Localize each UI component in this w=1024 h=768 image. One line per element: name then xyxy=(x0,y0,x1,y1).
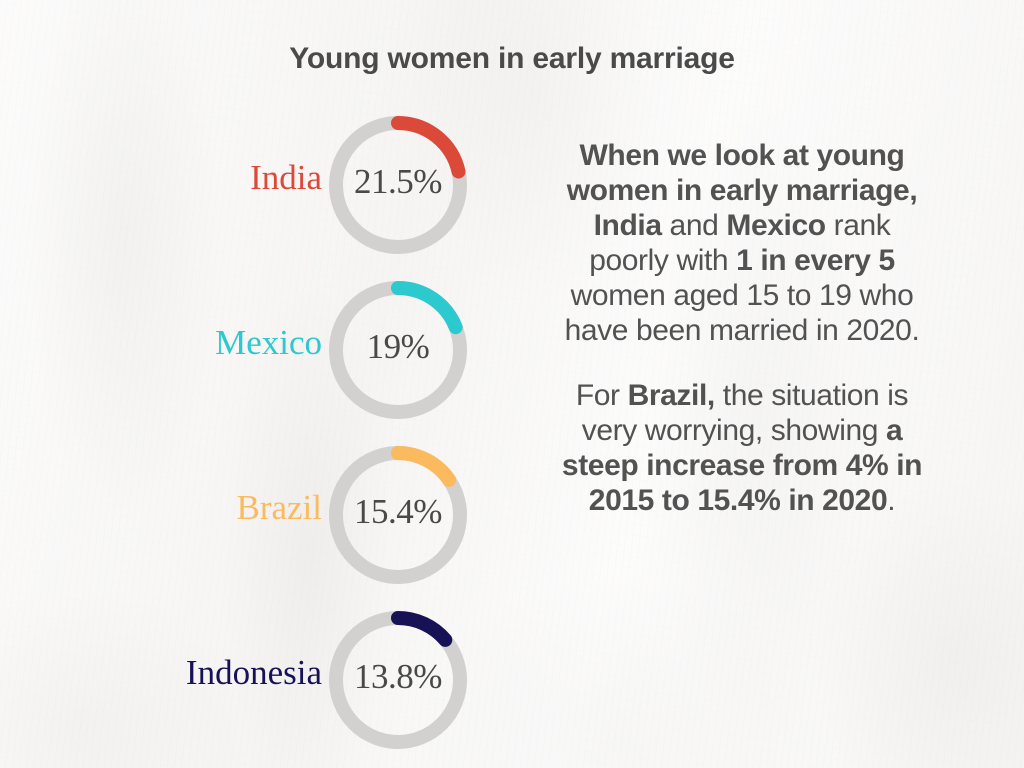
narrative-middle: the situation is very worrying, showing xyxy=(581,379,909,447)
donut-value-brazil: 15.4% xyxy=(354,492,442,531)
donut-row-mexico: Mexico 19% xyxy=(0,269,520,434)
donut-ring-india: 21.5% xyxy=(322,109,474,261)
donut-value-mexico: 19% xyxy=(366,327,430,366)
donut-svg-mexico xyxy=(329,281,467,419)
narrative-text-block: When we look at young women in early mar… xyxy=(556,138,928,518)
donut-arc-mexico xyxy=(329,281,467,419)
narrative-mid: rank poorly with xyxy=(589,209,891,277)
narrative-paragraph-1: When we look at young women in early mar… xyxy=(556,138,928,348)
country-label-indonesia: Indonesia xyxy=(185,653,322,692)
donut-chart-group: India 21.5% Mexico 19% Brazil xyxy=(0,104,520,764)
narrative-connector: and xyxy=(661,209,727,242)
country-label-mexico: Mexico xyxy=(215,323,322,362)
donut-value-indonesia: 13.8% xyxy=(354,657,442,696)
donut-arc-india xyxy=(329,116,467,254)
donut-svg-indonesia xyxy=(329,611,467,749)
page-title: Young women in early marriage xyxy=(289,42,735,75)
donut-arc-indonesia xyxy=(329,611,467,749)
donut-svg-brazil xyxy=(329,446,467,584)
narrative-bold-ratio: 1 in every 5 xyxy=(736,244,895,277)
narrative-lead: When we look at young women in early mar… xyxy=(566,139,918,207)
narrative-tail: women aged 15 to 19 who have been marrie… xyxy=(564,279,920,347)
narrative-paragraph-2-tail: . xyxy=(887,484,896,517)
donut-ring-indonesia: 13.8% xyxy=(322,604,474,756)
narrative-bold-india: India xyxy=(593,209,662,242)
narrative-bold-trend: a steep increase from 4% in 2015 to 15.4… xyxy=(561,414,923,517)
narrative-paragraph-2: For Brazil, the situation is very worryi… xyxy=(556,378,928,518)
narrative-bold-brazil: Brazil, xyxy=(627,379,716,412)
country-label-india: India xyxy=(250,158,322,197)
donut-value-india: 21.5% xyxy=(354,162,442,201)
narrative-opening: For xyxy=(575,379,628,412)
donut-ring-mexico: 19% xyxy=(322,274,474,426)
donut-ring-brazil: 15.4% xyxy=(322,439,474,591)
donut-row-brazil: Brazil 15.4% xyxy=(0,434,520,599)
donut-arc-brazil xyxy=(329,446,467,584)
country-label-brazil: Brazil xyxy=(236,488,322,527)
donut-row-indonesia: Indonesia 13.8% xyxy=(0,599,520,764)
donut-row-india: India 21.5% xyxy=(0,104,520,269)
donut-svg-india xyxy=(329,116,467,254)
narrative-bold-mexico: Mexico xyxy=(726,209,826,242)
